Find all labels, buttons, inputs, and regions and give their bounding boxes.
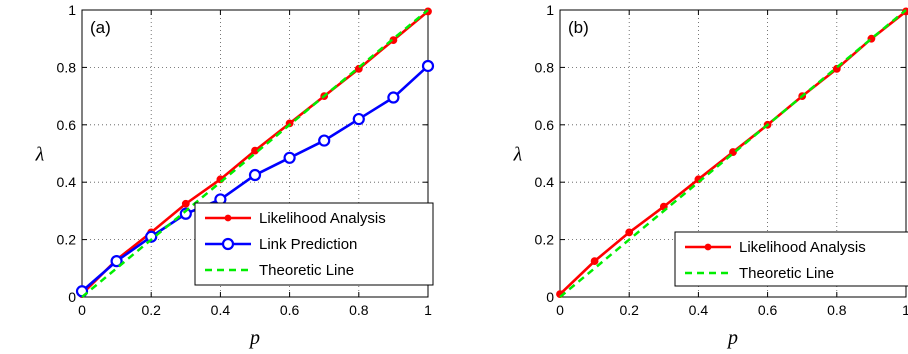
panel-b: 0 0.2 0.4 0.6 0.8 1 0 0.2 0.4 0.6 0.8 1 p λ (b) Likelih… bbox=[513, 2, 908, 349]
series-line-theoretic-line bbox=[81, 9, 429, 298]
data-point-link-prediction bbox=[110, 255, 123, 268]
y-tick-label: 1 bbox=[546, 2, 554, 18]
legend-entry-label: Theoretic Line bbox=[259, 262, 354, 279]
legend-entry-label: Likelihood Analysis bbox=[739, 239, 866, 256]
panel-a: 0 0.2 0.4 0.6 0.8 1 0 0.2 0.4 0.6 0.8 1 p λ (a) Likelih… bbox=[35, 2, 435, 349]
data-point-link-prediction bbox=[352, 112, 365, 126]
data-point-link-prediction bbox=[387, 91, 400, 104]
y-tick-label: 0.6 bbox=[57, 117, 77, 133]
y-axis-label: λ bbox=[35, 144, 45, 166]
data-point-likelihood-analysis bbox=[625, 228, 634, 237]
x-tick-label: 0.8 bbox=[349, 302, 369, 318]
data-point-link-prediction bbox=[248, 168, 262, 182]
data-point-link-prediction bbox=[179, 207, 192, 220]
x-tick-label: 0.6 bbox=[758, 302, 778, 318]
x-tick-label: 0 bbox=[78, 302, 86, 318]
y-tick-label: 0.8 bbox=[57, 59, 77, 75]
y-tick-label: 0.2 bbox=[57, 232, 77, 248]
x-axis-label: p bbox=[248, 327, 260, 349]
legend: Likelihood Analysis Link Prediction Theore… bbox=[194, 202, 434, 286]
y-tick-label: 0 bbox=[68, 289, 76, 305]
legend-entry-label: Link Prediction bbox=[259, 236, 357, 253]
plot-frame bbox=[559, 9, 907, 298]
legend-marker bbox=[224, 214, 232, 222]
legend: Likelihood Analysis Theoretic Line bbox=[674, 231, 908, 287]
series-line-theoretic-line bbox=[559, 9, 907, 298]
y-tick-label: 0.4 bbox=[535, 174, 555, 190]
data-point-likelihood-analysis bbox=[181, 199, 190, 208]
y-tick-label: 0.4 bbox=[57, 174, 77, 190]
legend-entry-label: Theoretic Line bbox=[739, 265, 834, 282]
x-tick-label: 0.2 bbox=[619, 302, 639, 318]
x-tick-label: 1 bbox=[424, 302, 432, 318]
panel-label: (b) bbox=[568, 18, 589, 37]
legend-box bbox=[674, 231, 908, 287]
y-tick-label: 0.2 bbox=[535, 232, 555, 248]
y-tick-label: 0.6 bbox=[535, 117, 555, 133]
y-axis-label: λ bbox=[513, 144, 523, 166]
data-point-link-prediction bbox=[145, 230, 158, 243]
x-tick-label: 0.2 bbox=[141, 302, 161, 318]
panel-label: (a) bbox=[90, 18, 111, 37]
data-point-likelihood-analysis bbox=[590, 257, 599, 266]
x-axis-label: p bbox=[726, 327, 738, 349]
data-point-link-prediction bbox=[318, 134, 331, 147]
y-tick-label: 0 bbox=[546, 289, 554, 305]
x-tick-label: 0.6 bbox=[280, 302, 300, 318]
data-point-link-prediction bbox=[421, 59, 435, 73]
x-tick-label: 0 bbox=[556, 302, 564, 318]
y-tick-label: 1 bbox=[68, 2, 76, 18]
x-tick-label: 0.4 bbox=[689, 302, 709, 318]
y-tick-label: 0.8 bbox=[535, 59, 555, 75]
x-tick-label: 1 bbox=[902, 302, 908, 318]
x-tick-label: 0.4 bbox=[211, 302, 231, 318]
data-point-link-prediction bbox=[283, 151, 296, 164]
x-tick-label: 0.8 bbox=[827, 302, 847, 318]
legend-entry-label: Likelihood Analysis bbox=[259, 210, 386, 227]
legend-marker bbox=[221, 237, 235, 251]
legend-marker bbox=[704, 243, 712, 251]
plot-frame bbox=[81, 9, 429, 298]
